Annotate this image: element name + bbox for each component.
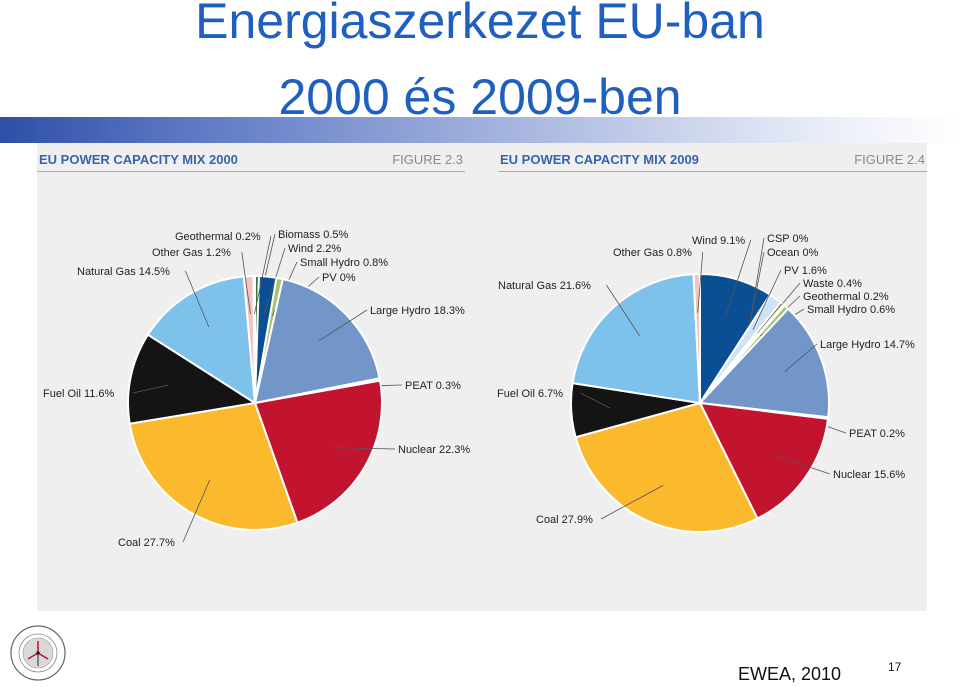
chart-2009-header: EU POWER CAPACITY MIX 2009 FIGURE 2.4 [498,151,927,172]
chart-2009-figure-number: FIGURE 2.4 [854,152,925,167]
slice-label-fuel-oil: Fuel Oil 6.7% [497,388,563,400]
slide-subtitle: 2000 és 2009-ben [278,69,682,125]
slice-label-wind: Wind 9.1% [692,235,745,247]
leader-line-large-hydro [784,343,818,373]
leader-line-csp [748,237,765,328]
leader-line-ocean [748,251,765,328]
slice-label-natural-gas: Natural Gas 14.5% [77,266,170,278]
leader-line-wind [725,239,752,317]
slice-label-other-gas: Other Gas 1.2% [152,247,231,259]
slice-label-large-hydro: Large Hydro 18.3% [370,305,465,317]
pie-slice-coal [128,401,299,531]
leader-line-nuclear [773,454,831,475]
slice-label-other-gas: Other Gas 0.8% [613,247,692,259]
slice-label-csp: CSP 0% [767,233,809,245]
pie-slice-natural-gas [571,273,702,405]
title-band [0,117,960,143]
leader-line-fuel-oil [580,392,610,409]
university-logo [9,624,67,687]
slice-label-geothermal: Geothermal 0.2% [175,231,261,243]
pie-slice-natural-gas [146,275,257,405]
slice-label-natural-gas: Natural Gas 21.6% [498,280,591,292]
leader-line-fuel-oil [132,384,168,394]
page-number: 17 [888,660,902,674]
leader-line-other-gas [697,251,704,313]
pie-slice-nuclear [698,401,830,520]
leader-line-geothermal [254,235,272,315]
pie-chart-2000: Biomass 0.5% Wind 2.2% Small Hydro 0.8% PV … [43,229,470,549]
slice-label-small-hydro: Small Hydro 0.6% [807,304,895,316]
leader-line-wind [263,247,286,315]
leader-line-coal [182,479,211,543]
slice-label-peat: PEAT 0.2% [849,428,905,440]
slice-label-biomass: Biomass 0.5% [278,229,349,241]
slice-label-small-hydro: Small Hydro 0.8% [300,257,388,269]
slice-label-peat: PEAT 0.3% [405,380,461,392]
pie-slice-coal [574,401,759,533]
leader-line-pv [752,269,782,330]
leader-line-natural-gas [185,270,210,328]
slice-label-wind: Wind 2.2% [288,243,341,255]
leader-line-coal [600,485,664,520]
slice-label-coal: Coal 27.7% [118,537,175,549]
slice-label-large-hydro: Large Hydro 14.7% [820,339,915,351]
chart-2000-title: EU POWER CAPACITY MIX 2000 [39,152,238,167]
pie-slice-nuclear [253,379,383,524]
slice-label-nuclear: Nuclear 15.6% [833,469,905,481]
slice-label-waste: Waste 0.4% [803,278,862,290]
source-citation: EWEA, 2010 [738,664,842,684]
slide-title: Energiaszerkezet EU-ban [195,0,765,49]
chart-2009-title: EU POWER CAPACITY MIX 2009 [500,152,699,167]
chart-2000-figure-number: FIGURE 2.3 [392,152,463,167]
pie-slice-large-hydro [697,307,830,419]
leader-line-other-gas [241,251,251,315]
leader-line-nuclear [331,447,396,450]
slice-label-ocean: Ocean 0% [767,247,819,259]
leader-line-natural-gas [606,284,640,337]
slice-label-pv: PV 1.6% [784,265,827,277]
pie-chart-2009: Wind 9.1% CSP 0% Ocean 0% PV 1.6%Waste 0.4%… [497,233,915,533]
slice-label-nuclear: Nuclear 22.3% [398,444,470,456]
leader-line-waste [757,282,801,334]
pie-slice-fuel-oil [127,333,258,425]
pie-slice-geothermal [252,274,256,404]
leader-line-large-hydro [318,309,368,342]
slice-label-fuel-oil: Fuel Oil 11.6% [43,388,115,400]
slice-label-pv: PV 0% [322,272,356,284]
pie-slice-large-hydro [253,277,381,405]
slice-label-coal: Coal 27.9% [536,514,593,526]
slice-label-geothermal: Geothermal 0.2% [803,291,889,303]
chart-2000-header: EU POWER CAPACITY MIX 2000 FIGURE 2.3 [37,151,465,172]
